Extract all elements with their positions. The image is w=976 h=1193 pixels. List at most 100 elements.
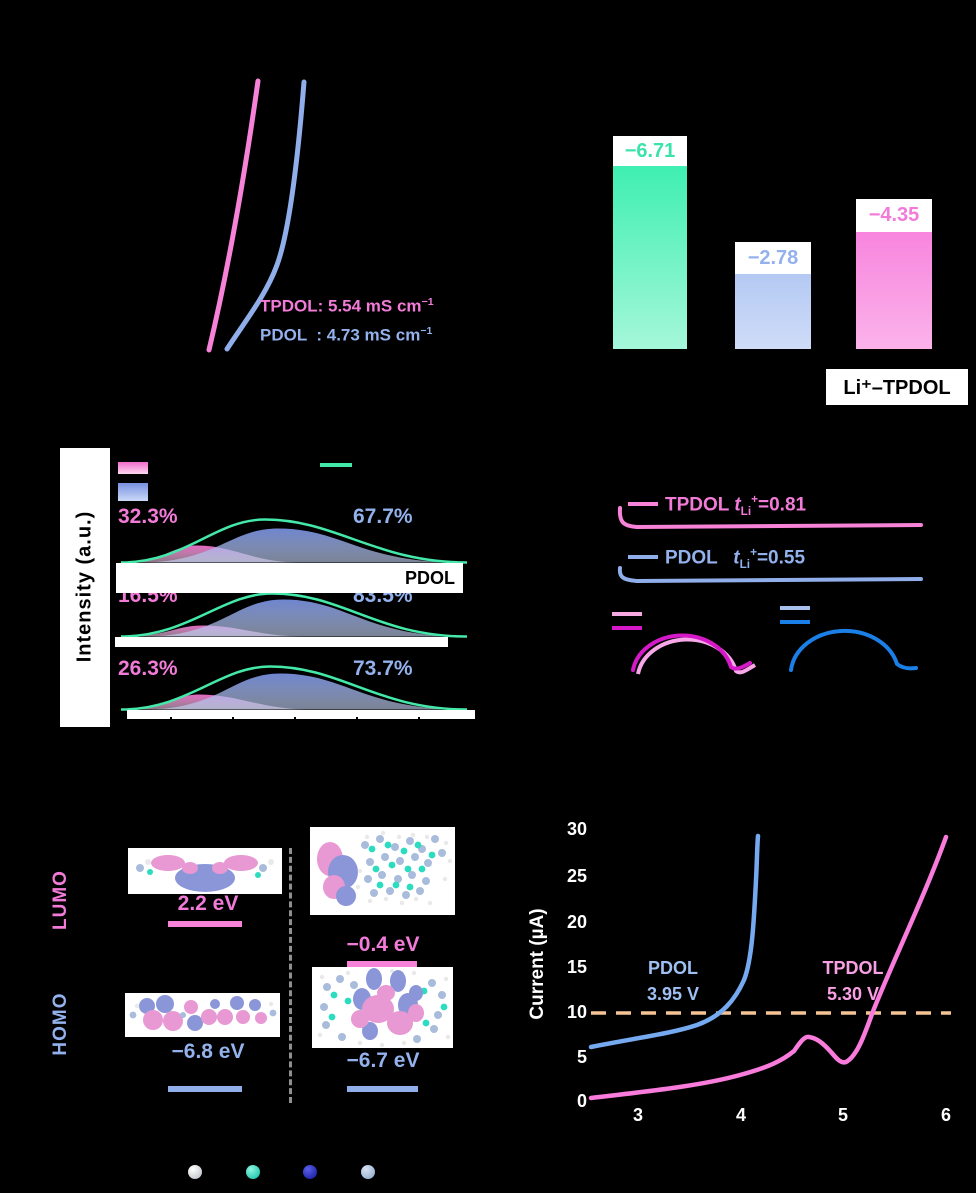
panel-d-plot [612, 502, 923, 675]
row1-pink-pct: 32.3% [118, 505, 178, 528]
pdol-legend-t: t [733, 547, 740, 569]
panel-a-pdol-curve [224, 79, 307, 352]
panel-e-divider-dashed-line [289, 848, 292, 1103]
homo-right-molecule [317, 968, 451, 1048]
panel-b-bar-chart [613, 166, 932, 349]
ytick-0: 0 [576, 1091, 587, 1111]
atoms-white [355, 830, 453, 906]
atom [268, 1001, 274, 1007]
spectrum2-sum-curve [120, 592, 468, 638]
homo-left-energy: −6.8 eV [171, 1040, 245, 1063]
bar-label-box-teal: −6.71 [613, 136, 687, 166]
lumo-right-orbital-image [310, 827, 455, 915]
tpdol-current-curve [617, 506, 923, 530]
lumo-row-label: LUMO [50, 870, 71, 930]
lsv-pdol-curve [588, 833, 761, 1050]
xtick-5: 5 [837, 1105, 848, 1125]
homo-left-molecule [129, 995, 277, 1031]
bar-blue [735, 274, 811, 349]
bar-value-teal: −6.71 [624, 139, 676, 162]
row3-pink-pct: 26.3% [118, 657, 178, 680]
panel-a-pdol-text: PDOL : 4.73 mS cm [260, 325, 421, 345]
tpdol-legend-name: TPDOL [665, 494, 735, 516]
panel-c-ylabel: Intensity (a.u.) [73, 510, 96, 663]
atom-legend-lightblue-sphere [361, 1165, 375, 1179]
nyquist-tpdol-semicircle [631, 633, 752, 672]
xtick-4: 4 [735, 1105, 746, 1125]
lumo-right-molecule [317, 830, 453, 906]
nyquist-pdol-semicircle [789, 628, 918, 672]
tick-marks [170, 717, 420, 723]
panel-c-group-label: PDOL [404, 567, 455, 588]
atom [147, 869, 153, 875]
atoms-teal [368, 841, 436, 891]
panel-c-baseline-strip-3 [127, 710, 475, 723]
lumo-left-orbital-image [128, 848, 282, 894]
bar-label-box-pink: −4.35 [856, 199, 932, 232]
panel-d-tpdol-legend: TPDOL tLi+=0.81 [665, 493, 806, 518]
panel-a-conductivity-plot [206, 78, 307, 353]
homo-right-level-bar [347, 1086, 418, 1092]
bar-value-blue: −2.78 [747, 246, 799, 269]
tpdol-legend-t: t [734, 494, 741, 516]
xtick-3: 3 [632, 1105, 643, 1125]
pdol-legend-value: =0.55 [756, 547, 806, 569]
homo-row-label: HOMO [50, 992, 71, 1056]
homo-right-energy: −6.7 eV [346, 1049, 420, 1072]
panel-a-pdol-annotation: PDOL : 4.73 mS cm−1 [260, 325, 432, 346]
lsv-tpdol-curve [588, 834, 949, 1101]
ytick-10: 10 [566, 1002, 587, 1022]
panel-c-ylabel-box: Intensity (a.u.) [60, 448, 110, 727]
orbital-lobe-pink [224, 855, 258, 871]
spectrum3-sum-curve [120, 665, 468, 711]
panel-c-spectrum-1 [120, 518, 468, 564]
orbital-lobe-pink [151, 855, 185, 871]
spectrum3-blue-area [145, 673, 465, 710]
panel-d-pdol-legend: PDOL tLi+=0.55 [665, 546, 805, 571]
panel-a-tpdol-sup: −1 [421, 296, 434, 308]
lumo-left-level-bar [168, 921, 242, 927]
bar-teal [613, 166, 687, 349]
atom [259, 864, 267, 872]
tpdol-legend-sub: Li [740, 505, 752, 519]
orbital-lobes-pink [143, 1000, 267, 1031]
atom-legend [188, 1165, 375, 1179]
panel-b-xaxis-label: Li⁺–TPDOL [843, 376, 951, 399]
ytick-20: 20 [566, 912, 587, 932]
lumo-right-level-bar [347, 961, 417, 967]
spectrum2-blue-area [145, 599, 463, 637]
lumo-right-energy: −0.4 eV [346, 933, 420, 956]
orbital-lobe-pink [212, 862, 228, 874]
homo-left-orbital-image [125, 993, 280, 1037]
xtick-6: 6 [940, 1105, 951, 1125]
lumo-left-energy: 2.2 eV [177, 892, 239, 915]
panel-b-xaxis-label-box: Li⁺–TPDOL [826, 369, 968, 405]
orbital-lobe-pink [182, 862, 198, 874]
bar-label-box-blue: −2.78 [735, 242, 811, 274]
atom [255, 872, 261, 878]
atom [134, 1003, 140, 1009]
pdol-current-curve [617, 566, 923, 584]
spectrum1-blue-area [140, 528, 460, 563]
bar-pink [856, 232, 932, 349]
spectrum1-sum-curve [120, 518, 468, 564]
lumo-left-molecule [136, 855, 274, 892]
tpdol-legend-value: =0.81 [758, 494, 807, 516]
row3-blue-pct: 73.7% [353, 657, 413, 680]
ytick-25: 25 [566, 866, 587, 886]
panel-a-tpdol-annotation: TPDOL: 5.54 mS cm−1 [260, 296, 434, 317]
tpdol-legend-sup: + [751, 493, 758, 506]
pdol-legend-sub: Li [739, 558, 751, 572]
atoms-teal [328, 987, 448, 1027]
orbital-lobes-blue [139, 995, 261, 1031]
panel-c-group-label-band: PDOL [114, 563, 463, 593]
homo-right-orbital-image [312, 967, 453, 1048]
lsv-pdol-label: PDOL [647, 958, 698, 978]
atom [136, 864, 144, 872]
row1-blue-pct: 67.7% [353, 505, 413, 528]
ytick-30: 30 [566, 819, 587, 839]
orbital-lobes-pink [351, 985, 424, 1035]
panel-c-baseline-strip-2 [115, 637, 448, 647]
panel-a-tpdol-text: TPDOL: 5.54 mS cm [260, 296, 422, 316]
